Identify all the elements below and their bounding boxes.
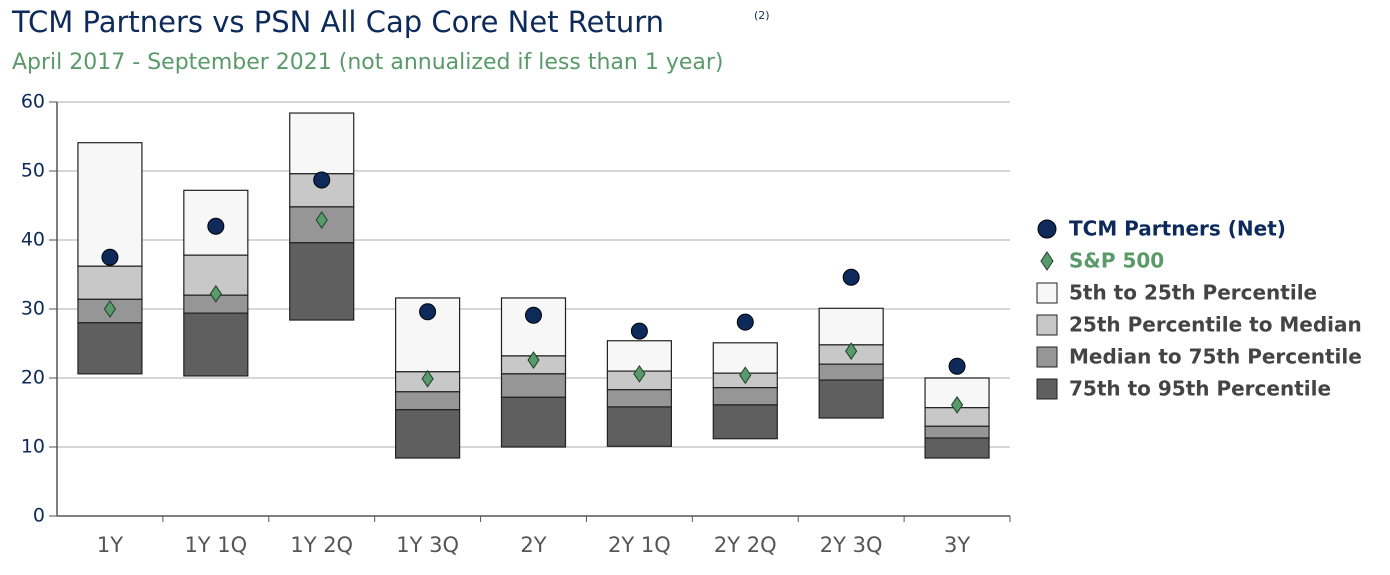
x-tick-label: 2Y 3Q <box>820 533 883 557</box>
tcm-marker <box>948 357 966 375</box>
chart-title: TCM Partners vs PSN All Cap Core Net Ret… <box>11 5 664 39</box>
legend-label: 75th to 95th Percentile <box>1069 377 1331 401</box>
tcm-marker <box>842 268 860 286</box>
percentile-box <box>606 406 672 447</box>
percentile-box <box>77 142 143 267</box>
percentile-box <box>712 404 778 440</box>
y-tick-label: 10 <box>21 436 45 458</box>
legend-swatch <box>1036 346 1058 368</box>
sp500-marker <box>421 369 434 388</box>
sp500-marker <box>950 396 964 414</box>
y-tick-label: 40 <box>21 229 45 251</box>
legend-swatch <box>1036 314 1058 336</box>
percentile-box <box>818 307 884 346</box>
tcm-marker <box>525 306 542 324</box>
y-tick-label: 50 <box>21 160 45 182</box>
sp500-marker <box>633 364 646 383</box>
x-tick-label: 2Y 2Q <box>714 533 777 557</box>
percentile-box <box>77 265 143 300</box>
tcm-marker <box>313 171 331 189</box>
percentile-box <box>500 297 567 357</box>
percentile-box <box>500 373 567 398</box>
sp500-marker <box>103 300 117 318</box>
x-tick-label: 1Y 3Q <box>396 533 459 557</box>
sp500-marker <box>527 351 540 369</box>
sp500-marker <box>315 211 328 229</box>
legend-label: S&P 500 <box>1069 249 1164 273</box>
y-tick-label: 0 <box>33 505 45 527</box>
tcm-marker <box>207 217 225 235</box>
y-tick-label: 60 <box>21 91 45 113</box>
percentile-box <box>289 242 355 321</box>
sp500-marker <box>739 366 752 385</box>
x-tick-label: 1Y 1Q <box>184 533 247 557</box>
x-tick-label: 2Y 1Q <box>608 533 671 557</box>
tcm-marker <box>101 248 119 266</box>
legend-swatch <box>1036 282 1058 304</box>
percentile-box <box>395 391 461 411</box>
title-note: (2) <box>754 9 770 22</box>
x-tick-label: 3Y <box>944 533 970 557</box>
sp500-marker <box>209 284 222 303</box>
x-tick-label: 2Y <box>520 533 546 557</box>
legend-swatch <box>1036 378 1058 400</box>
percentile-box <box>924 437 990 459</box>
percentile-box <box>818 363 884 381</box>
percentile-box <box>183 312 249 377</box>
legend-label: 5th to 25th Percentile <box>1069 281 1317 305</box>
y-tick-label: 30 <box>21 298 45 320</box>
legend-label: TCM Partners (Net) <box>1069 217 1286 241</box>
x-tick-label: 1Y 2Q <box>290 533 353 557</box>
legend-label: Median to 75th Percentile <box>1069 345 1362 369</box>
sp500-marker <box>845 342 858 360</box>
percentile-box <box>818 379 884 419</box>
y-tick-label: 20 <box>21 367 45 389</box>
tcm-marker <box>419 303 437 321</box>
legend-label: 25th Percentile to Median <box>1069 313 1362 337</box>
legend-marker <box>1040 251 1054 271</box>
percentile-box <box>712 387 778 406</box>
percentile-box <box>395 409 461 459</box>
percentile-box <box>77 322 143 375</box>
chart-subtitle: April 2017 - September 2021 (not annuali… <box>12 50 724 75</box>
tcm-marker <box>736 313 754 331</box>
percentile-box <box>924 425 990 439</box>
percentile-box <box>289 112 355 175</box>
percentile-box <box>500 396 567 448</box>
tcm-marker <box>630 322 648 340</box>
percentile-box <box>606 389 672 408</box>
legend-marker <box>1037 219 1057 239</box>
x-tick-label: 1Y <box>97 533 123 557</box>
